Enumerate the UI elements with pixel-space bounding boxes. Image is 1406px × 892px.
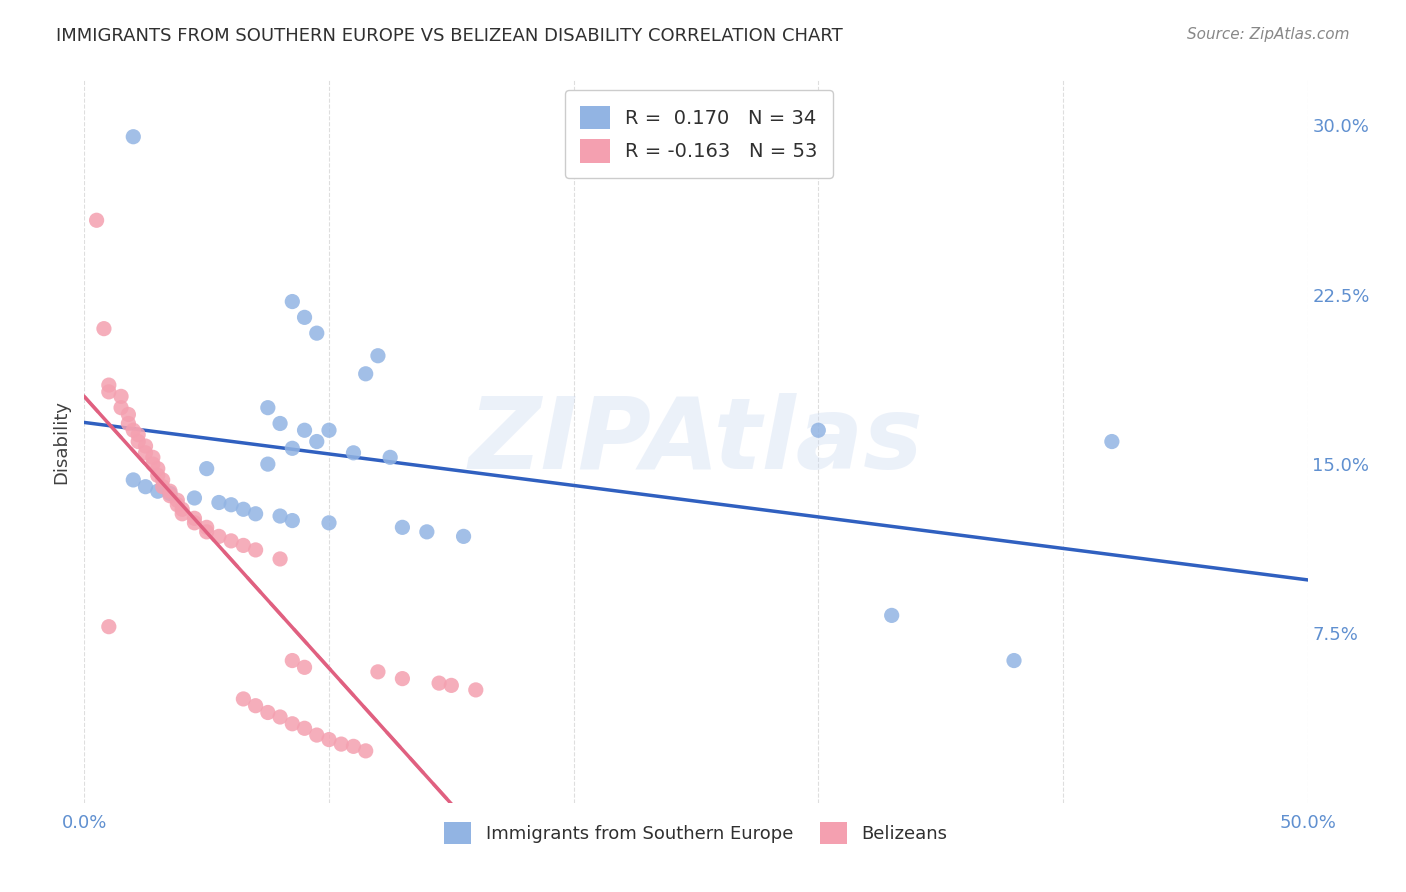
Point (245, 698, 267, 713)
Point (86, 213, 108, 227)
Point (367, 349, 389, 363)
Point (269, 417, 291, 431)
Point (219, 498, 242, 512)
Point (127, 434, 149, 449)
Point (294, 660, 316, 674)
Point (453, 529, 475, 543)
Point (146, 468, 169, 483)
Point (281, 442, 304, 456)
Point (257, 457, 280, 471)
Point (294, 423, 316, 437)
Point (117, 417, 139, 431)
Point (159, 486, 181, 500)
Point (245, 542, 267, 557)
Point (281, 514, 304, 528)
Point (183, 491, 205, 505)
Y-axis label: Disability: Disability (52, 400, 70, 483)
Point (257, 401, 280, 415)
Point (391, 520, 413, 534)
Point (183, 511, 205, 525)
Point (97, 384, 120, 399)
Point (281, 716, 304, 731)
Point (110, 389, 132, 403)
Text: IMMIGRANTS FROM SOUTHERN EUROPE VS BELIZEAN DISABILITY CORRELATION CHART: IMMIGRANTS FROM SOUTHERN EUROPE VS BELIZ… (56, 27, 844, 45)
Point (305, 728, 328, 742)
Point (195, 524, 218, 539)
Point (135, 439, 157, 453)
Point (195, 520, 218, 534)
Point (122, 129, 145, 144)
Point (166, 498, 188, 512)
Point (166, 493, 188, 508)
Point (281, 294, 304, 309)
Point (1002, 654, 1025, 668)
Point (294, 310, 316, 325)
Point (464, 682, 486, 697)
Point (135, 480, 157, 494)
Point (172, 502, 194, 516)
Point (93, 321, 115, 335)
Point (117, 408, 139, 422)
Point (219, 533, 242, 548)
Point (269, 710, 291, 724)
Point (97, 620, 120, 634)
Point (318, 516, 340, 530)
Point (305, 326, 328, 340)
Point (110, 401, 132, 415)
Point (367, 665, 389, 679)
Legend: Immigrants from Southern Europe, Belizeans: Immigrants from Southern Europe, Belizea… (437, 815, 955, 852)
Point (122, 473, 145, 487)
Point (159, 489, 181, 503)
Point (330, 737, 353, 751)
Point (142, 450, 165, 465)
Point (142, 457, 165, 471)
Point (269, 509, 291, 524)
Point (354, 744, 377, 758)
Point (281, 654, 304, 668)
Point (416, 524, 439, 539)
Point (305, 434, 328, 449)
Point (1101, 434, 1123, 449)
Point (380, 450, 402, 465)
Point (135, 446, 157, 460)
Point (232, 692, 254, 706)
Point (294, 721, 316, 735)
Point (208, 495, 231, 509)
Point (880, 608, 903, 623)
Point (159, 484, 181, 499)
Point (807, 423, 830, 437)
Point (232, 502, 254, 516)
Point (97, 378, 120, 392)
Point (146, 461, 169, 475)
Point (342, 446, 364, 460)
Point (354, 367, 377, 381)
Point (208, 529, 231, 543)
Point (318, 732, 340, 747)
Point (122, 423, 145, 437)
Point (127, 427, 149, 442)
Point (232, 538, 254, 552)
Point (269, 552, 291, 566)
Point (146, 484, 169, 499)
Point (195, 461, 218, 475)
Point (172, 507, 194, 521)
Point (342, 739, 364, 754)
Point (391, 672, 413, 686)
Text: Source: ZipAtlas.com: Source: ZipAtlas.com (1187, 27, 1350, 42)
Point (440, 678, 463, 692)
Point (152, 473, 174, 487)
Point (257, 706, 280, 720)
Point (183, 516, 205, 530)
Point (245, 507, 267, 521)
Point (318, 423, 340, 437)
Point (427, 676, 450, 690)
Point (152, 480, 174, 494)
Text: ZIPAtlas: ZIPAtlas (468, 393, 924, 490)
